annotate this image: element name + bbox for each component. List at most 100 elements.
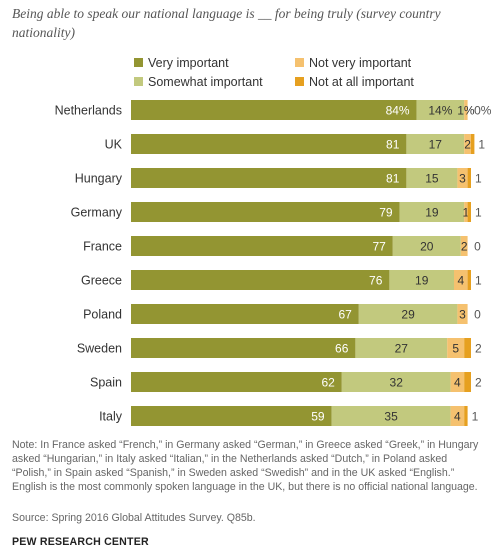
bar-not-very-important-italy	[450, 406, 465, 426]
legend-swatch-very-important	[134, 58, 143, 67]
legend-label: Not at all important	[309, 75, 414, 89]
bar-somewhat-important-spain	[341, 372, 451, 392]
bar-somewhat-important-poland	[358, 304, 458, 324]
bar-not-very-important-greece	[454, 270, 468, 290]
legend-swatch-not-at-all-important	[295, 77, 304, 86]
chart-legend: Very important Somewhat important Not ve…	[0, 56, 493, 96]
bar-very-important-hungary	[131, 168, 407, 188]
legend-label: Very important	[148, 56, 229, 70]
data-label-very-important-france: 77	[372, 240, 386, 254]
data-label-somewhat-important-hungary: 15	[425, 172, 439, 186]
legend-item-not-at-all-important: Not at all important	[295, 75, 414, 89]
bar-somewhat-important-hungary	[406, 168, 458, 188]
legend-swatch-somewhat-important	[134, 77, 143, 86]
bar-very-important-uk	[131, 134, 407, 154]
bar-not-very-important-spain	[450, 372, 465, 392]
data-label-very-important-hungary: 81	[386, 172, 400, 186]
bar-very-important-poland	[131, 304, 359, 324]
bar-not-very-important-germany	[464, 202, 468, 222]
legend-item-very-important: Very important	[134, 56, 229, 70]
data-label-somewhat-important-france: 20	[420, 240, 434, 254]
data-label-somewhat-important-uk: 17	[429, 138, 443, 152]
bar-somewhat-important-greece	[389, 270, 454, 290]
bar-somewhat-important-netherlands	[416, 100, 465, 120]
category-label-poland: Poland	[83, 308, 122, 322]
data-label-somewhat-important-poland: 29	[401, 308, 415, 322]
bar-not-very-important-france	[460, 236, 468, 256]
data-label-not-at-all-important-uk: 1	[478, 138, 485, 152]
bar-not-at-all-important-italy	[464, 406, 468, 426]
bar-somewhat-important-sweden	[355, 338, 448, 358]
data-label-not-very-important-hungary: 3	[459, 172, 466, 186]
bar-very-important-germany	[131, 202, 400, 222]
data-label-very-important-germany: 79	[379, 206, 393, 220]
data-label-somewhat-important-germany: 19	[425, 206, 439, 220]
data-label-not-very-important-germany: 1	[463, 206, 470, 220]
bar-not-very-important-poland	[457, 304, 468, 324]
bar-very-important-france	[131, 236, 393, 256]
bar-very-important-sweden	[131, 338, 356, 358]
data-label-not-at-all-important-france: 0	[474, 240, 481, 254]
data-label-somewhat-important-sweden: 27	[395, 342, 409, 356]
bar-very-important-spain	[131, 372, 342, 392]
category-label-netherlands: Netherlands	[55, 104, 122, 118]
bar-not-at-all-important-sweden	[464, 338, 471, 358]
data-label-not-very-important-poland: 3	[459, 308, 466, 322]
legend-item-not-very-important: Not very important	[295, 56, 411, 70]
chart-source: Source: Spring 2016 Global Attitudes Sur…	[12, 512, 256, 524]
bar-somewhat-important-france	[392, 236, 461, 256]
bar-not-at-all-important-hungary	[467, 168, 471, 188]
category-label-spain: Spain	[90, 376, 122, 390]
bar-not-very-important-uk	[464, 134, 471, 154]
legend-swatch-not-very-important	[295, 58, 304, 67]
data-label-not-at-all-important-sweden: 2	[475, 342, 482, 356]
category-label-greece: Greece	[81, 274, 122, 288]
legend-label: Somewhat important	[148, 75, 263, 89]
data-label-not-very-important-uk: 2	[464, 138, 471, 152]
bar-somewhat-important-uk	[406, 134, 465, 154]
bar-somewhat-important-germany	[399, 202, 465, 222]
category-label-germany: Germany	[71, 206, 123, 220]
bar-very-important-italy	[131, 406, 332, 426]
data-label-not-very-important-netherlands: 1%	[457, 104, 475, 118]
data-label-not-very-important-france: 2	[461, 240, 468, 254]
data-label-very-important-spain: 62	[321, 376, 335, 390]
category-label-uk: UK	[105, 138, 123, 152]
bar-very-important-greece	[131, 270, 390, 290]
data-label-somewhat-important-greece: 19	[415, 274, 429, 288]
bar-not-very-important-hungary	[457, 168, 468, 188]
data-label-not-very-important-greece: 4	[457, 274, 464, 288]
organization-name: PEW RESEARCH CENTER	[12, 536, 149, 548]
category-label-italy: Italy	[99, 410, 123, 424]
data-label-not-at-all-important-italy: 1	[472, 410, 479, 424]
data-label-not-at-all-important-netherlands: 0%	[474, 104, 492, 118]
bar-not-at-all-important-germany	[467, 202, 471, 222]
data-label-not-very-important-italy: 4	[454, 410, 461, 424]
bar-somewhat-important-italy	[331, 406, 451, 426]
bar-not-very-important-netherlands	[464, 100, 468, 120]
data-label-very-important-sweden: 66	[335, 342, 349, 356]
data-label-not-at-all-important-greece: 1	[475, 274, 482, 288]
data-label-very-important-italy: 59	[311, 410, 325, 424]
data-label-very-important-greece: 76	[369, 274, 383, 288]
data-label-somewhat-important-spain: 32	[390, 376, 404, 390]
chart-subtitle: Being able to speak our national languag…	[12, 6, 441, 40]
data-label-not-very-important-spain: 4	[454, 376, 461, 390]
data-label-very-important-netherlands: 84%	[386, 104, 410, 118]
bar-not-at-all-important-uk	[471, 134, 475, 154]
chart-note: Note: In France asked “French,” in Germa…	[12, 439, 479, 493]
data-label-not-at-all-important-spain: 2	[475, 376, 482, 390]
data-label-not-at-all-important-hungary: 1	[475, 172, 482, 186]
data-label-very-important-poland: 67	[338, 308, 352, 322]
category-label-sweden: Sweden	[77, 342, 122, 356]
data-label-not-at-all-important-poland: 0	[474, 308, 481, 322]
bar-not-at-all-important-greece	[467, 270, 471, 290]
bar-not-very-important-sweden	[447, 338, 465, 358]
category-label-hungary: Hungary	[75, 172, 123, 186]
bar-very-important-netherlands	[131, 100, 417, 120]
data-label-somewhat-important-netherlands: 14%	[428, 104, 452, 118]
bar-not-at-all-important-spain	[464, 372, 471, 392]
data-label-very-important-uk: 81	[386, 138, 400, 152]
legend-item-somewhat-important: Somewhat important	[134, 75, 263, 89]
